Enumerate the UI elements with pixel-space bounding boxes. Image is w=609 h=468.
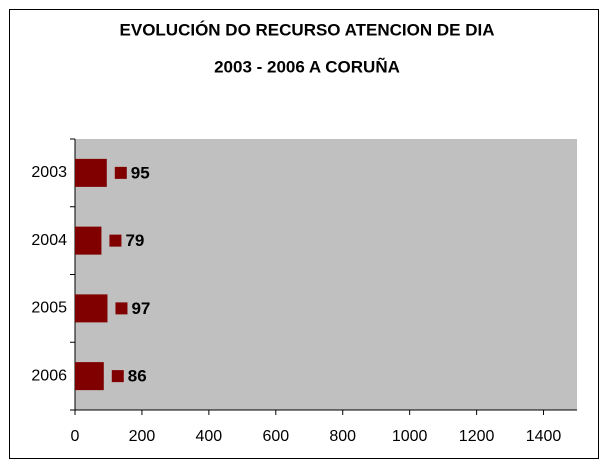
x-tick-label: 0 <box>71 428 80 445</box>
legend-key <box>115 302 128 315</box>
value-label: 79 <box>125 231 144 250</box>
x-tick-label: 200 <box>129 428 156 445</box>
x-tick-label: 1000 <box>392 428 428 445</box>
bar <box>75 294 108 323</box>
legend-key <box>109 234 122 247</box>
y-tick-label: 2006 <box>31 367 67 384</box>
bar <box>75 158 107 187</box>
x-tick-label: 600 <box>262 428 289 445</box>
y-tick-label: 2005 <box>31 300 67 317</box>
plot-area <box>75 139 577 410</box>
chart-title: 2003 - 2006 A CORUÑA <box>214 56 400 76</box>
bar <box>75 362 104 391</box>
value-label: 86 <box>128 367 147 386</box>
chart-title: EVOLUCIÓN DO RECURSO ATENCION DE DIA <box>120 20 495 39</box>
y-tick-label: 2003 <box>31 164 67 181</box>
legend-key <box>114 166 127 179</box>
value-label: 97 <box>131 299 150 318</box>
legend-key <box>111 370 124 383</box>
x-tick-label: 1400 <box>526 428 562 445</box>
y-tick-label: 2004 <box>31 232 67 249</box>
x-tick-label: 1200 <box>459 428 495 445</box>
value-label: 95 <box>131 163 150 182</box>
bar <box>75 226 102 255</box>
x-tick-label: 400 <box>196 428 223 445</box>
x-tick-label: 800 <box>329 428 356 445</box>
